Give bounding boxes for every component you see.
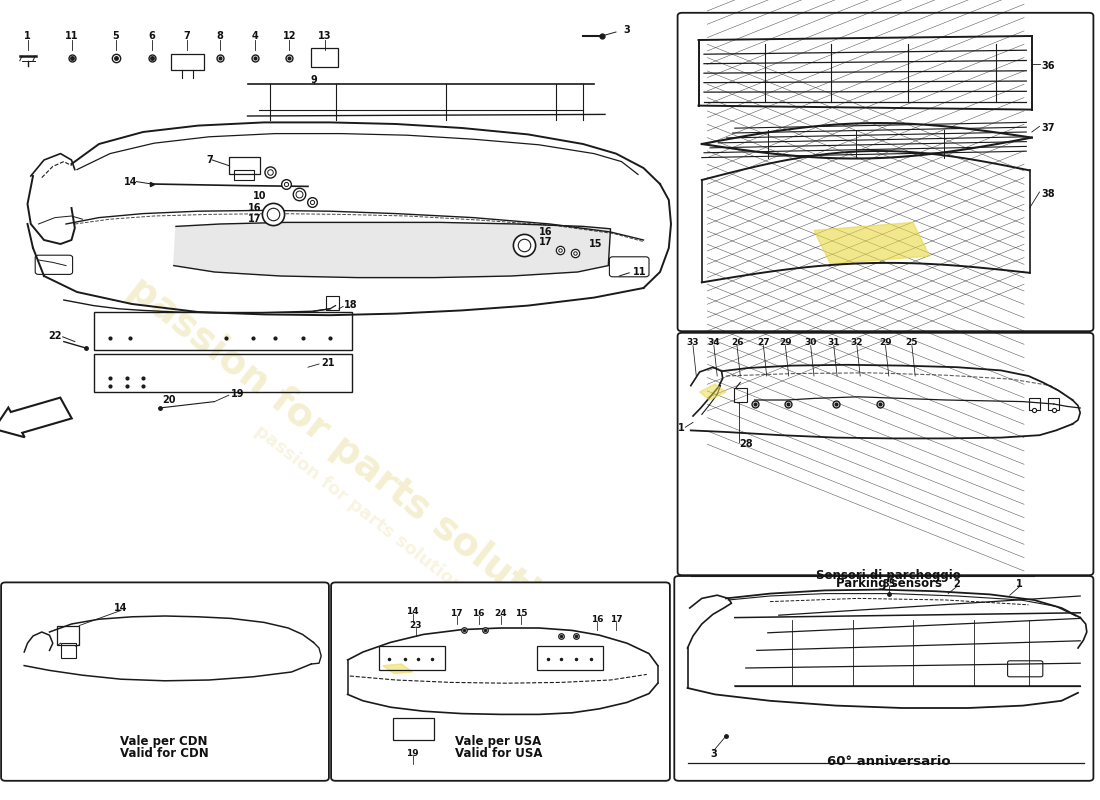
FancyBboxPatch shape bbox=[674, 576, 1093, 781]
Text: 32: 32 bbox=[850, 338, 864, 347]
Text: 7: 7 bbox=[207, 155, 213, 165]
Text: 17: 17 bbox=[450, 609, 463, 618]
Polygon shape bbox=[814, 222, 930, 264]
Text: 36: 36 bbox=[1042, 61, 1055, 70]
Text: 16: 16 bbox=[472, 609, 485, 618]
Bar bbox=[234, 170, 254, 180]
Text: 1: 1 bbox=[1016, 579, 1023, 589]
Text: 4: 4 bbox=[252, 31, 258, 41]
Text: 60° anniversario: 60° anniversario bbox=[827, 755, 950, 768]
Polygon shape bbox=[700, 384, 726, 400]
Text: 12: 12 bbox=[283, 31, 296, 41]
Text: 33: 33 bbox=[686, 338, 700, 347]
Text: 7: 7 bbox=[184, 31, 190, 41]
Bar bbox=[1048, 398, 1059, 410]
FancyBboxPatch shape bbox=[331, 582, 670, 781]
Text: Vale per CDN: Vale per CDN bbox=[120, 735, 208, 748]
Text: 14: 14 bbox=[124, 177, 138, 186]
Text: passion for parts solutions: passion for parts solutions bbox=[251, 422, 475, 602]
Text: 9: 9 bbox=[310, 75, 317, 85]
Text: 10: 10 bbox=[253, 191, 266, 201]
Text: 20: 20 bbox=[163, 395, 176, 405]
Bar bbox=[734, 388, 747, 402]
Text: Parking sensors: Parking sensors bbox=[836, 578, 942, 590]
Text: 11: 11 bbox=[65, 31, 78, 41]
Text: 37: 37 bbox=[1042, 123, 1055, 133]
Text: Vale per USA: Vale per USA bbox=[455, 735, 541, 748]
FancyBboxPatch shape bbox=[1, 582, 329, 781]
Text: 18: 18 bbox=[344, 300, 358, 310]
Text: 30: 30 bbox=[804, 338, 817, 347]
Text: 16: 16 bbox=[539, 227, 552, 237]
Text: 2: 2 bbox=[954, 579, 960, 589]
Text: 15: 15 bbox=[588, 239, 602, 249]
Polygon shape bbox=[383, 664, 412, 674]
FancyArrow shape bbox=[0, 398, 72, 438]
Text: 1: 1 bbox=[24, 31, 31, 41]
Text: 16: 16 bbox=[249, 203, 262, 213]
Bar bbox=[379, 646, 446, 670]
Text: 17: 17 bbox=[539, 238, 552, 247]
Bar bbox=[60, 643, 76, 658]
Text: 19: 19 bbox=[406, 749, 419, 758]
Bar bbox=[57, 626, 79, 645]
Text: 15: 15 bbox=[515, 609, 528, 618]
Text: 28: 28 bbox=[739, 439, 752, 449]
Text: 26: 26 bbox=[730, 338, 744, 347]
Text: 17: 17 bbox=[249, 214, 262, 224]
Bar bbox=[229, 157, 260, 174]
Text: Valid for USA: Valid for USA bbox=[454, 747, 542, 760]
Text: 6: 6 bbox=[148, 31, 155, 41]
Text: Valid for CDN: Valid for CDN bbox=[120, 747, 208, 760]
Text: 27: 27 bbox=[757, 338, 770, 347]
Bar bbox=[94, 354, 352, 392]
FancyBboxPatch shape bbox=[678, 333, 1093, 575]
Text: 11: 11 bbox=[632, 267, 646, 277]
Text: 29: 29 bbox=[879, 338, 892, 347]
Text: 21: 21 bbox=[321, 358, 334, 368]
Text: 8: 8 bbox=[217, 31, 223, 41]
FancyBboxPatch shape bbox=[678, 13, 1093, 331]
Bar bbox=[170, 54, 204, 70]
Text: 34: 34 bbox=[707, 338, 721, 347]
Text: 3: 3 bbox=[711, 749, 717, 758]
Text: 13: 13 bbox=[318, 31, 331, 41]
Text: 14: 14 bbox=[406, 607, 419, 617]
Bar bbox=[1028, 398, 1040, 410]
Polygon shape bbox=[174, 222, 610, 278]
Text: 25: 25 bbox=[905, 338, 918, 347]
Bar bbox=[311, 48, 338, 67]
Text: 24: 24 bbox=[494, 609, 507, 618]
Text: 31: 31 bbox=[827, 338, 840, 347]
Text: 1: 1 bbox=[678, 423, 684, 433]
Bar bbox=[94, 312, 352, 350]
Text: 16: 16 bbox=[591, 615, 604, 625]
Text: 3: 3 bbox=[624, 25, 630, 34]
Text: 14: 14 bbox=[114, 603, 128, 613]
Text: 22: 22 bbox=[48, 331, 62, 341]
Text: Sensori di parcheggio: Sensori di parcheggio bbox=[816, 569, 961, 582]
Text: 5: 5 bbox=[112, 31, 119, 41]
Bar bbox=[326, 296, 339, 310]
Bar bbox=[537, 646, 603, 670]
Text: 19: 19 bbox=[231, 390, 244, 399]
Text: 17: 17 bbox=[609, 615, 623, 625]
Bar bbox=[393, 718, 434, 740]
Text: 38: 38 bbox=[1042, 189, 1055, 198]
Text: passion for parts solutions: passion for parts solutions bbox=[121, 269, 605, 659]
Text: 29: 29 bbox=[779, 338, 792, 347]
Text: 23: 23 bbox=[409, 621, 422, 630]
Text: 35: 35 bbox=[882, 579, 895, 589]
